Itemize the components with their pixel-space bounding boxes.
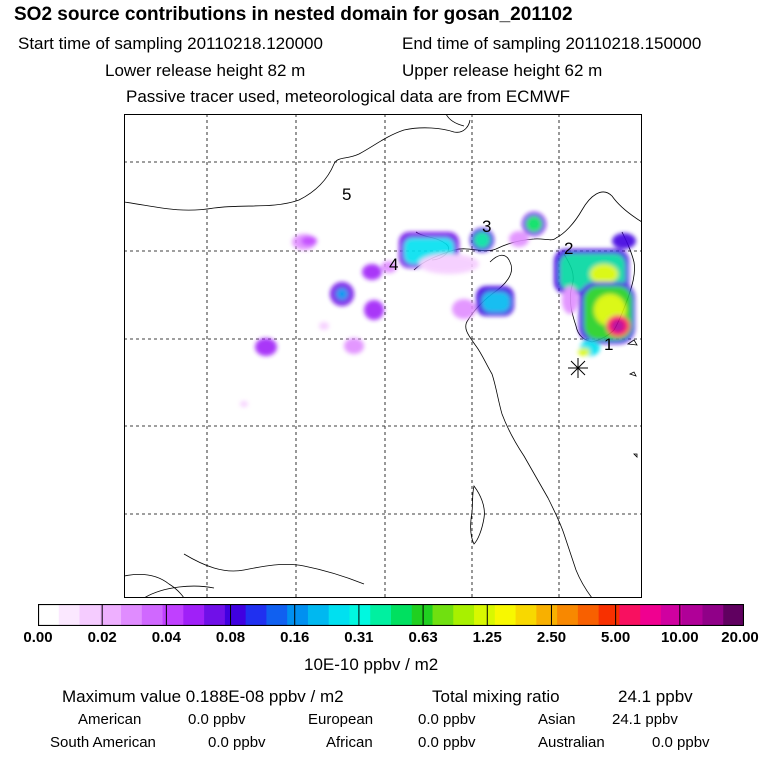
color-scale-cell (141, 604, 164, 626)
african-label: African (326, 734, 373, 751)
south-american-value: 0.0 ppbv (208, 734, 266, 751)
color-scale-tick-label: 0.31 (344, 629, 374, 646)
color-scale-tick-label: 1.25 (472, 629, 502, 646)
color-scale-cell (58, 604, 81, 626)
color-scale-cell (224, 604, 247, 626)
color-scale-tick-label: 10.00 (661, 629, 699, 646)
color-scale-cell (183, 604, 205, 626)
american-label: American (78, 711, 142, 728)
color-scale-cell (411, 604, 434, 626)
color-scale-cell (474, 604, 496, 626)
color-scale-tick-label: 5.00 (601, 629, 631, 646)
color-scale-cell (515, 604, 537, 626)
max-value-label: Maximum value 0.188E-08 ppbv / m2 (62, 687, 344, 706)
color-scale-tick-label: 0.16 (280, 629, 310, 646)
australian-value: 0.0 ppbv (652, 734, 710, 751)
asian-label: Asian (538, 711, 576, 728)
color-scale-cell (121, 604, 143, 626)
color-scale-cell (162, 604, 184, 626)
receptor-marker (568, 358, 588, 378)
color-scale-cell (577, 604, 600, 626)
european-label: European (308, 711, 374, 728)
color-scale-cell (100, 604, 122, 626)
region-label-1: 1 (604, 335, 613, 354)
color-scale-cell (38, 604, 60, 626)
color-scale-bar (38, 604, 744, 626)
tracer-note: Passive tracer used, meteorological data… (126, 87, 571, 106)
color-scale-cell (307, 604, 330, 626)
color-scale-cell (266, 604, 288, 626)
upper-release-label: Upper release height 62 m (402, 61, 603, 80)
color-scale-cell (287, 604, 309, 626)
color-scale-cell (598, 604, 620, 626)
end-time-label: End time of sampling 20110218.150000 (402, 34, 702, 53)
color-scale-tick-label: 20.00 (721, 629, 759, 646)
color-scale-tick-label: 0.04 (151, 629, 181, 646)
color-scale-cell (328, 604, 350, 626)
map-gridlines (124, 114, 642, 598)
color-scale-cell (391, 604, 413, 626)
color-scale-tick-label: 0.02 (87, 629, 117, 646)
color-scale-cell (370, 604, 392, 626)
start-time-label: Start time of sampling 20110218.120000 (18, 34, 323, 53)
color-scale-cell (494, 604, 517, 626)
region-label-5: 5 (342, 185, 351, 204)
color-scale-cell (619, 604, 641, 626)
south-american-label: South American (50, 734, 156, 751)
color-scale-cell (349, 604, 371, 626)
region-label-2: 2 (564, 239, 573, 258)
plume-shading (240, 212, 636, 407)
color-scale-cell (660, 604, 683, 626)
color-scale-tick-label: 0.00 (23, 629, 53, 646)
map-frame (124, 114, 642, 598)
color-scale-cell (557, 604, 579, 626)
color-scale-cell (432, 604, 454, 626)
color-scale-cell (453, 604, 475, 626)
source-map: 5 3 2 4 1 (124, 114, 642, 598)
region-label-4: 4 (389, 255, 398, 274)
color-scale-cell (245, 604, 267, 626)
european-value: 0.0 ppbv (418, 711, 476, 728)
color-scale-cell (702, 604, 724, 626)
color-scale-unit: 10E-10 ppbv / m2 (304, 655, 439, 674)
total-mixing-label: Total mixing ratio (432, 687, 560, 706)
chart-title: SO2 source contributions in nested domai… (14, 4, 573, 25)
color-scale-tick-label: 0.08 (215, 629, 246, 646)
american-value: 0.0 ppbv (188, 711, 246, 728)
color-scale-cell (640, 604, 662, 626)
color-scale-cell (536, 604, 558, 626)
australian-label: Australian (538, 734, 605, 751)
color-scale-cell (204, 604, 226, 626)
color-scale-cell (79, 604, 101, 626)
region-label-3: 3 (482, 217, 491, 236)
african-value: 0.0 ppbv (418, 734, 476, 751)
lower-release-label: Lower release height 82 m (105, 61, 306, 80)
color-scale-tick-label: 0.63 (408, 629, 438, 646)
total-mixing-value: 24.1 ppbv (618, 687, 693, 706)
asian-value: 24.1 ppbv (612, 711, 678, 728)
color-scale-cell (723, 604, 744, 626)
color-scale-cell (681, 604, 703, 626)
color-scale-tick-label: 2.50 (536, 629, 567, 646)
